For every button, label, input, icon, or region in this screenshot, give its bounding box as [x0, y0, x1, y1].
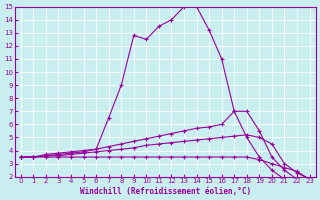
X-axis label: Windchill (Refroidissement éolien,°C): Windchill (Refroidissement éolien,°C)	[80, 187, 251, 196]
